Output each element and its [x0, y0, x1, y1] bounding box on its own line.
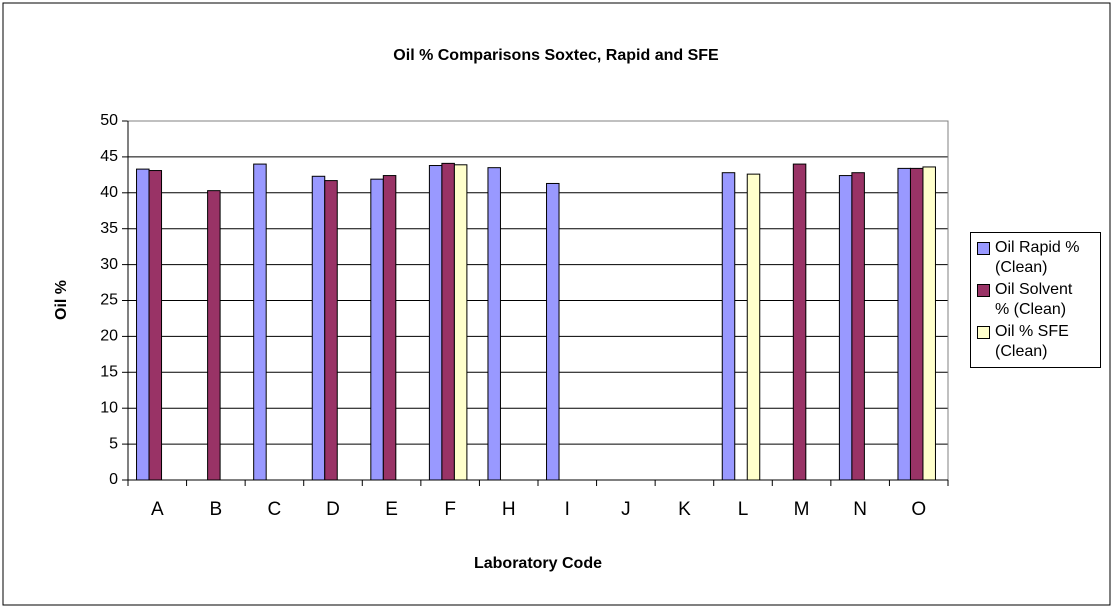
- y-tick-label: 30: [100, 256, 118, 273]
- y-tick-label: 20: [100, 328, 118, 345]
- x-tick-label: I: [565, 499, 570, 520]
- x-tick-label: C: [268, 499, 282, 520]
- bar: [136, 168, 150, 481]
- legend-label: Oil Solvent % (Clean): [995, 281, 1073, 318]
- y-tick-label: 50: [100, 112, 118, 129]
- y-tick-label: 45: [100, 148, 118, 165]
- legend-label: Oil Rapid % (Clean): [995, 239, 1080, 276]
- bar: [851, 172, 865, 481]
- bar: [382, 175, 397, 481]
- x-tick-label: H: [502, 499, 516, 520]
- bar: [370, 178, 384, 481]
- x-tick-label: J: [621, 499, 631, 520]
- bar: [897, 167, 911, 481]
- x-tick-label: N: [853, 499, 867, 520]
- legend-label: Oil % SFE (Clean): [995, 323, 1069, 360]
- legend-item: Oil % SFE (Clean): [971, 321, 1100, 363]
- y-axis-title: Oil %: [53, 280, 70, 320]
- bar: [324, 180, 338, 481]
- bar: [207, 190, 221, 481]
- x-axis-title: Laboratory Code: [474, 555, 602, 572]
- bar: [721, 172, 736, 481]
- legend-swatch: [977, 326, 990, 339]
- x-tick-label: M: [794, 499, 810, 520]
- bar: [453, 164, 468, 481]
- legend-swatch: [977, 284, 990, 297]
- bar: [838, 175, 853, 481]
- bar: [441, 162, 455, 481]
- y-tick-label: 10: [100, 399, 118, 416]
- legend-swatch: [977, 242, 990, 255]
- bar: [253, 163, 267, 481]
- x-tick-label: E: [385, 499, 398, 520]
- bar: [487, 167, 501, 481]
- legend: Oil Rapid % (Clean) Oil Solvent % (Clean)…: [970, 232, 1101, 368]
- bar: [148, 170, 163, 481]
- x-tick-label: L: [738, 499, 749, 520]
- x-tick-label: A: [151, 499, 164, 520]
- x-tick-label: D: [326, 499, 340, 520]
- bar: [922, 166, 936, 481]
- bar: [311, 175, 326, 481]
- chart-title: Oil % Comparisons Soxtec, Rapid and SFE: [393, 47, 719, 64]
- bar: [546, 182, 560, 481]
- bar: [792, 163, 807, 481]
- x-tick-label: O: [911, 499, 926, 520]
- bar: [428, 165, 443, 481]
- y-tick-label: 25: [100, 292, 118, 309]
- x-tick-label: K: [678, 499, 691, 520]
- y-tick-label: 35: [100, 220, 118, 237]
- y-tick-label: 15: [100, 364, 118, 381]
- y-tick-label: 5: [109, 435, 118, 452]
- legend-item: Oil Rapid % (Clean): [971, 237, 1100, 279]
- y-tick-label: 40: [100, 184, 118, 201]
- bar: [746, 173, 761, 481]
- y-tick-label: 0: [109, 471, 118, 488]
- x-tick-label: B: [210, 499, 223, 520]
- x-tick-label: F: [444, 499, 456, 520]
- bar: [909, 167, 924, 481]
- legend-item: Oil Solvent % (Clean): [971, 279, 1100, 321]
